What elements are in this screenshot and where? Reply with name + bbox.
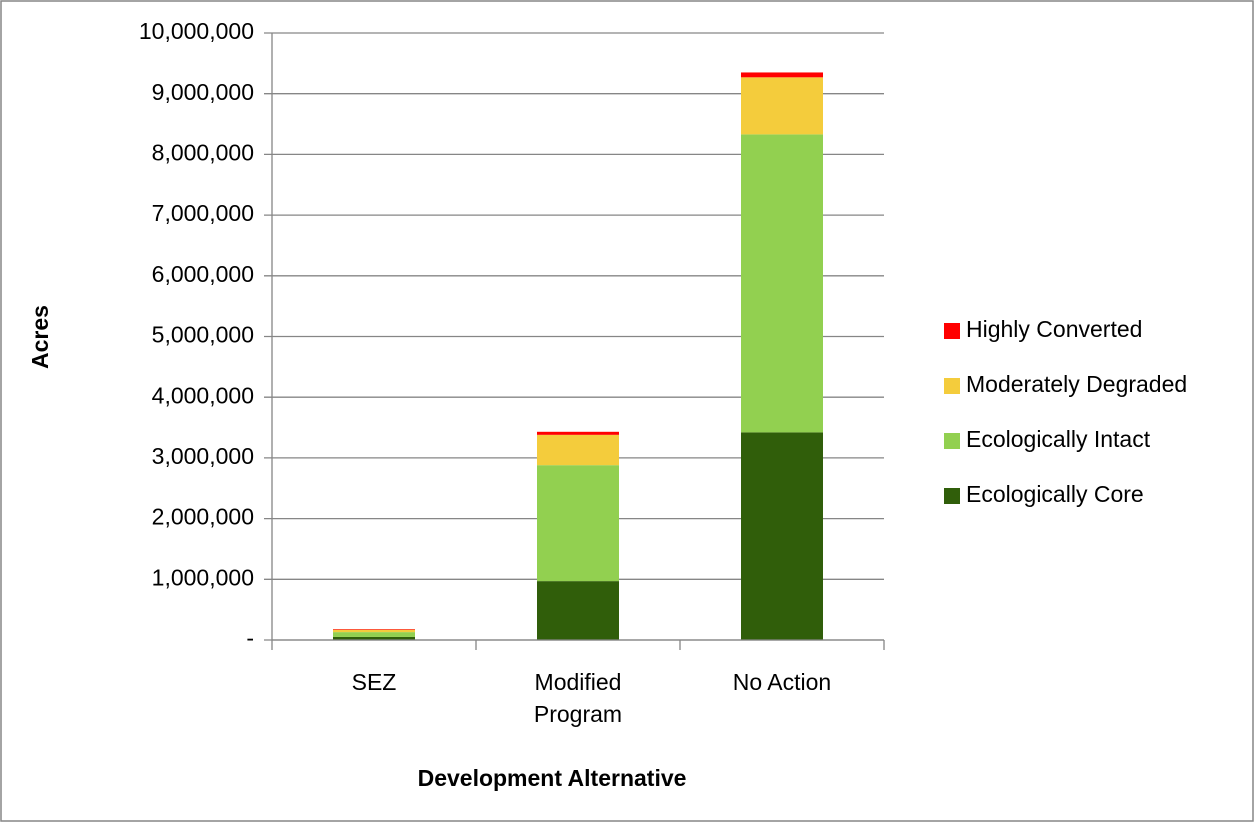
x-axis-label: Development Alternative: [418, 765, 687, 791]
bar-segment: [537, 431, 619, 435]
legend-swatch: [944, 378, 960, 394]
bar-segment: [537, 465, 619, 582]
bar-segment: [537, 581, 619, 640]
bar-segment: [741, 134, 823, 433]
legend-label: Ecologically Intact: [966, 426, 1151, 452]
y-tick-label: 1,000,000: [152, 564, 254, 590]
y-tick-label: 9,000,000: [152, 79, 254, 105]
legend-label: Moderately Degraded: [966, 371, 1187, 397]
y-tick-label: 2,000,000: [152, 504, 254, 530]
y-tick-label: 6,000,000: [152, 261, 254, 287]
y-tick-label: -: [246, 625, 254, 651]
bar-segment: [741, 77, 823, 135]
bar-segment: [741, 432, 823, 640]
legend-swatch: [944, 323, 960, 339]
legend-swatch: [944, 488, 960, 504]
y-tick-label: 8,000,000: [152, 139, 254, 165]
y-tick-label: 3,000,000: [152, 443, 254, 469]
x-tick-label: Modified Program: [533, 669, 623, 727]
y-tick-label: 5,000,000: [152, 322, 254, 348]
bar-segment: [741, 72, 823, 78]
bar-segment: [333, 629, 415, 630]
bar-segment: [333, 629, 415, 633]
bar-segment: [537, 434, 619, 466]
legend-swatch: [944, 433, 960, 449]
y-axis-label: Acres: [27, 305, 53, 369]
x-tick-label: SEZ: [351, 669, 397, 695]
y-tick-label: 10,000,000: [139, 18, 254, 44]
bar-segment: [333, 636, 415, 640]
y-tick-label: 7,000,000: [152, 200, 254, 226]
legend-label: Ecologically Core: [966, 481, 1144, 507]
x-tick-label: No Action: [732, 669, 832, 695]
y-tick-label: 4,000,000: [152, 382, 254, 408]
legend-label: Highly Converted: [966, 316, 1142, 342]
bar-segment: [333, 632, 415, 637]
